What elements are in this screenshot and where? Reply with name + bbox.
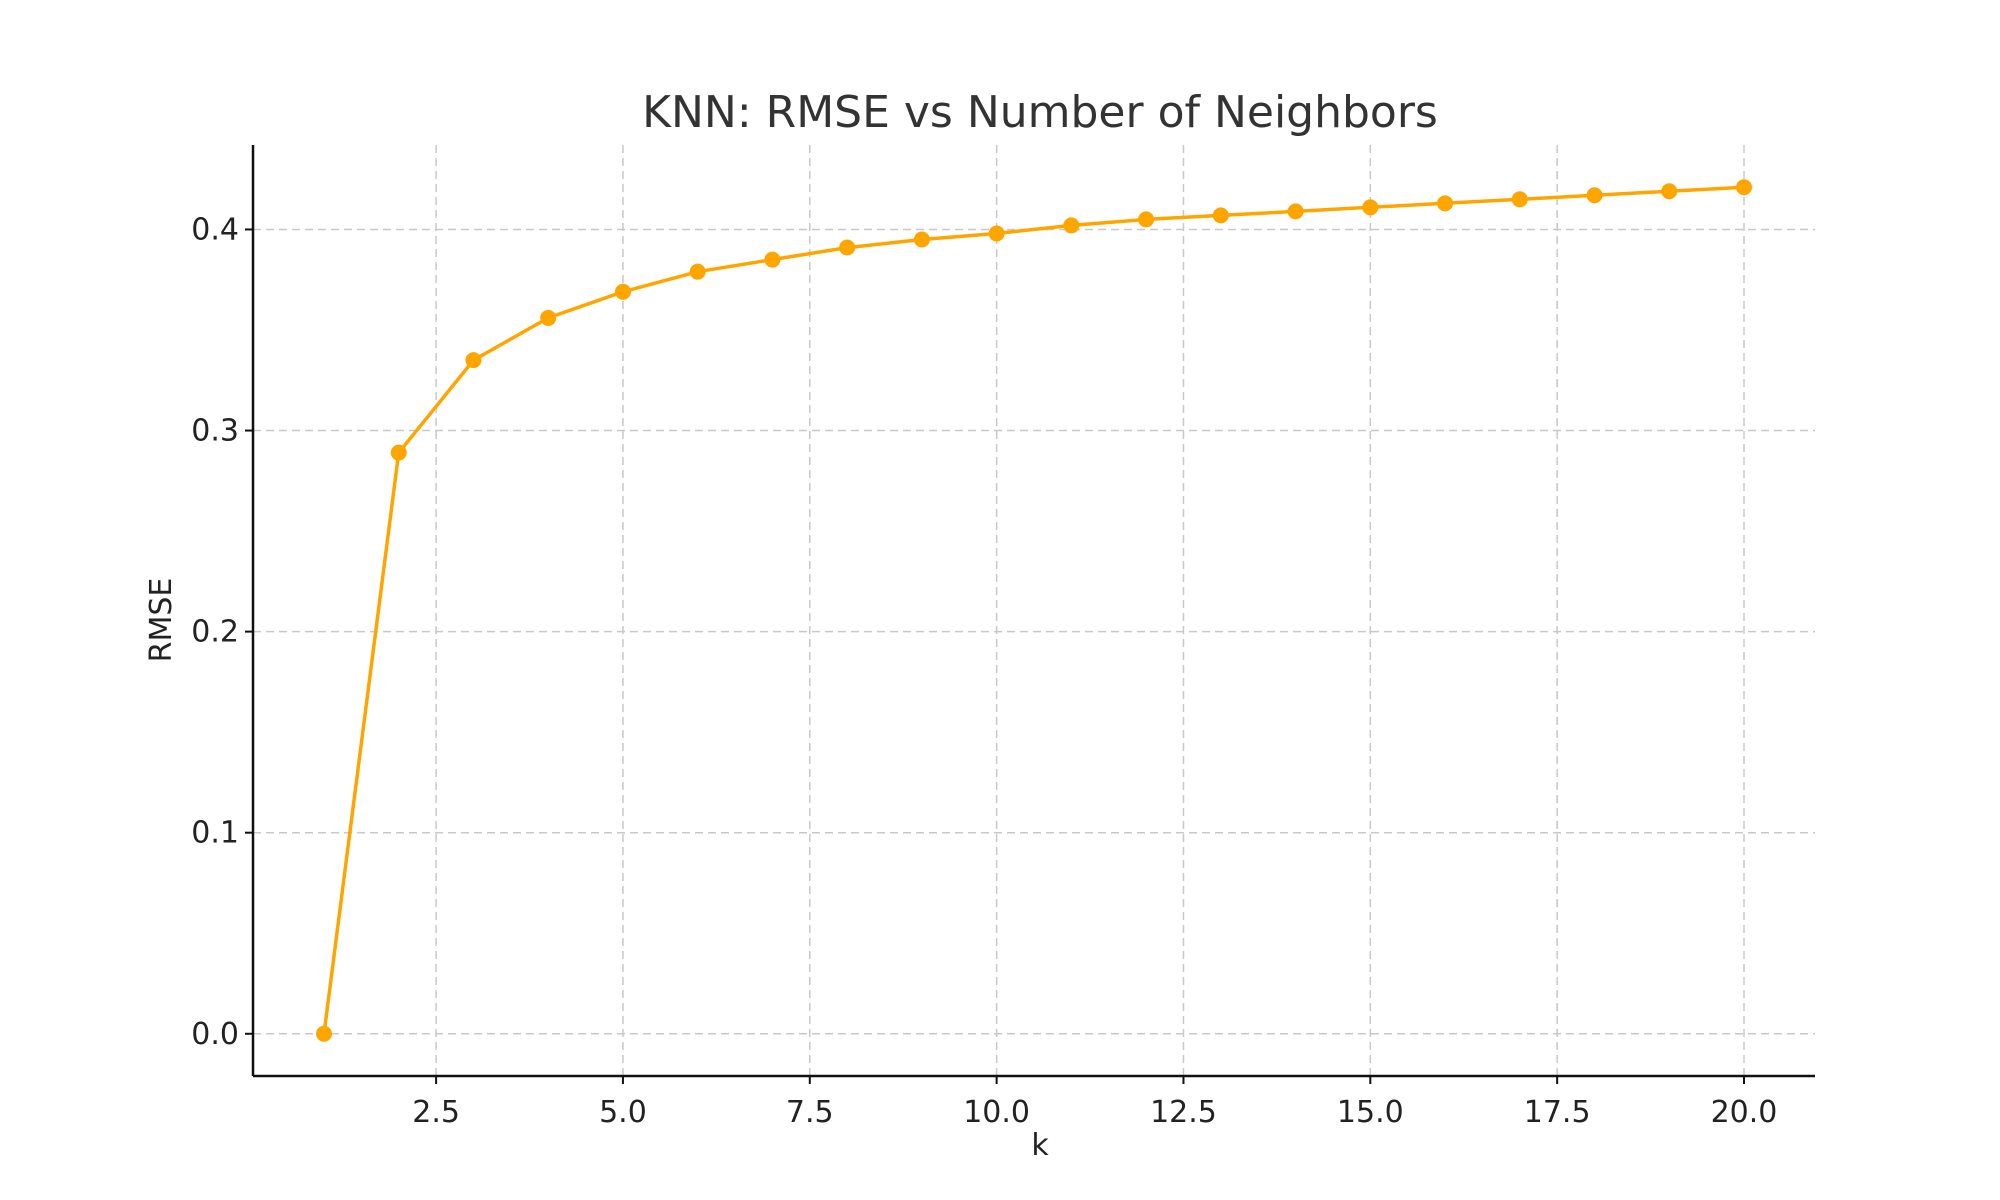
data-point-17	[1511, 191, 1528, 208]
data-point-7	[764, 251, 781, 268]
data-point-18	[1586, 187, 1603, 204]
x-tick-label-6: 17.5	[1524, 1095, 1591, 1130]
data-point-6	[689, 263, 706, 280]
y-axis-label: RMSE	[144, 578, 179, 663]
x-tick-label-0: 2.5	[412, 1095, 460, 1130]
x-tick-label-1: 5.0	[599, 1095, 647, 1130]
x-tick-label-4: 12.5	[1150, 1095, 1217, 1130]
data-point-16	[1437, 195, 1454, 212]
data-point-11	[1063, 217, 1080, 234]
data-point-14	[1287, 203, 1304, 220]
data-point-13	[1212, 207, 1229, 224]
series-layer	[316, 179, 1752, 1042]
data-point-19	[1661, 183, 1678, 200]
data-point-4	[540, 309, 557, 326]
axes-layer	[245, 145, 1815, 1084]
data-point-9	[913, 231, 930, 248]
data-point-10	[988, 225, 1005, 242]
data-point-8	[839, 239, 856, 256]
x-tick-label-2: 7.5	[786, 1095, 834, 1130]
y-tick-label-1: 0.1	[191, 816, 239, 851]
data-point-15	[1362, 199, 1379, 216]
data-point-20	[1736, 179, 1752, 196]
data-point-1	[316, 1025, 332, 1042]
text-layer: KNN: RMSE vs Number of Neighbors k RMSE …	[144, 87, 1777, 1163]
data-point-2	[390, 444, 407, 461]
x-axis-label: k	[1031, 1128, 1049, 1163]
data-point-3	[465, 352, 482, 369]
x-tick-label-7: 20.0	[1711, 1095, 1778, 1130]
data-point-5	[614, 283, 631, 300]
series-line-0	[322, 185, 1746, 1036]
grid-layer	[253, 145, 1815, 1076]
y-tick-label-0: 0.0	[191, 1017, 239, 1052]
chart-title: KNN: RMSE vs Number of Neighbors	[642, 87, 1438, 138]
y-tick-label-4: 0.4	[191, 212, 239, 247]
y-tick-label-3: 0.3	[191, 414, 239, 449]
y-tick-label-2: 0.2	[191, 615, 239, 650]
data-point-12	[1138, 211, 1155, 228]
x-tick-label-5: 15.0	[1337, 1095, 1404, 1130]
x-tick-label-3: 10.0	[963, 1095, 1030, 1130]
